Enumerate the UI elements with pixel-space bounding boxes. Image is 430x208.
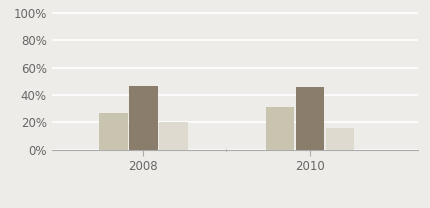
Bar xyxy=(99,113,127,150)
Bar xyxy=(129,85,157,150)
Legend: Agree, Neutral, Disagree: Agree, Neutral, Disagree xyxy=(119,205,350,208)
Bar xyxy=(295,87,323,150)
Bar xyxy=(159,123,187,150)
Bar xyxy=(325,128,353,150)
Bar xyxy=(265,107,293,150)
